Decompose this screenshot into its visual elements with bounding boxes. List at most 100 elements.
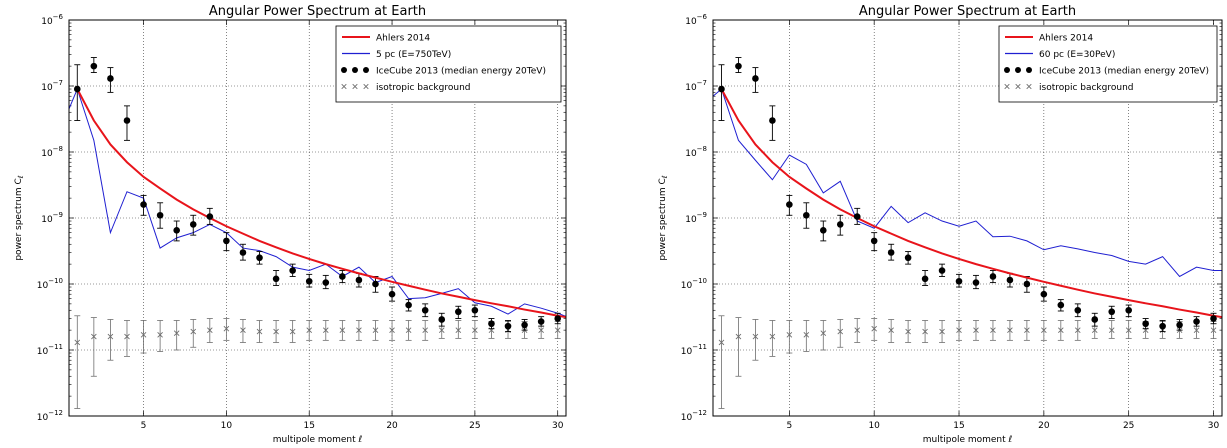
isotropic-point: [786, 331, 793, 338]
icecube-point: [537, 318, 545, 325]
icecube-point: [1023, 280, 1031, 288]
y-tick-exponent: −6: [697, 13, 708, 21]
y-tick-label: 10−11: [681, 343, 707, 357]
isotropic-point: [273, 328, 279, 335]
chart-panel-2: 5 10 15 20 25 3010−610−710−810−910−1010−1110−…: [658, 4, 1223, 445]
data-layer: [713, 57, 1222, 409]
icecube-point: [718, 85, 725, 93]
y-tick-exponent: −12: [692, 409, 707, 417]
y-tick-exponent: −9: [53, 211, 63, 219]
isotropic-point: [223, 325, 230, 332]
icecube-point: [853, 213, 861, 220]
icecube-point: [73, 85, 81, 93]
ticks: [713, 19, 1222, 417]
y-tick-base: 10: [41, 83, 53, 93]
isotropic-point: [1193, 327, 1200, 333]
isotropic-point: [1210, 327, 1217, 333]
isotropic-point: [339, 327, 346, 333]
isotropic-point: [854, 327, 861, 333]
isotropic-point: [1024, 327, 1030, 333]
y-tick-label: 10−12: [37, 409, 63, 423]
legend-label: IceCube 2013 (median energy 20TeV): [376, 67, 546, 77]
icecube-point: [322, 279, 330, 286]
y-tick-exponent: −7: [697, 79, 707, 87]
icecube-point: [1108, 308, 1116, 316]
icecube-point: [1040, 290, 1048, 298]
y-tick-label: 10−10: [681, 277, 707, 291]
isotropic-point: [206, 327, 213, 333]
y-axis-label-main: power spectrum C: [658, 178, 668, 260]
isotropic-point: [752, 333, 759, 340]
icecube-point: [223, 237, 230, 245]
icecube-point: [1193, 318, 1200, 325]
icecube-point: [455, 308, 462, 316]
y-tick-label: 10−12: [681, 409, 707, 423]
isotropic-point: [91, 333, 97, 340]
isotropic-point: [372, 327, 379, 333]
icecube-point: [972, 279, 980, 286]
icecube-point: [140, 201, 147, 208]
y-axis-label: power spectrum Cℓ: [14, 175, 25, 260]
isotropic-point: [438, 327, 445, 333]
icecube-point: [1006, 276, 1014, 284]
isotropic-point: [289, 328, 296, 335]
series-line-model: [69, 87, 566, 317]
icecube-point: [504, 322, 512, 330]
y-tick-exponent: −9: [697, 211, 707, 219]
icecube-point: [305, 277, 313, 285]
icecube-point: [372, 280, 379, 288]
isotropic-point: [1041, 327, 1047, 333]
icecube-point: [123, 117, 131, 124]
y-tick-label: 10−6: [41, 13, 63, 27]
isotropic-point: [356, 327, 362, 333]
isotropic-point: [422, 327, 429, 333]
y-tick-base: 10: [41, 215, 53, 225]
icecube-point: [1159, 322, 1166, 330]
x-axis-label: multipole moment ℓ: [923, 435, 1013, 445]
x-tick-label: 15: [953, 421, 964, 431]
icecube-point: [438, 316, 446, 323]
isotropic-point: [922, 328, 928, 335]
icecube-point: [272, 275, 280, 283]
isotropic-point: [888, 327, 894, 333]
isotropic-point: [190, 328, 197, 335]
icecube-point: [90, 62, 98, 70]
y-tick-label: 10−7: [41, 79, 63, 93]
icecube-point: [256, 254, 263, 262]
icecube-point: [803, 211, 810, 219]
x-tick-label: 15: [303, 421, 314, 431]
legend: Ahlers 2014 5 pc (E=750TeV) IceCube 2013 (…: [335, 25, 562, 103]
isotropic-point: [74, 339, 81, 346]
icecube-point: [156, 211, 164, 219]
isotropic-point: [769, 333, 776, 340]
y-axis-label-sub: ℓ: [17, 175, 25, 179]
y-tick-label: 10−8: [685, 145, 707, 159]
icecube-point: [955, 277, 963, 285]
x-tick-label: 5: [786, 421, 792, 431]
axes-frame: [68, 19, 567, 417]
legend-swatch-cross: [1026, 83, 1032, 90]
y-tick-base: 10: [681, 347, 693, 357]
y-tick-exponent: −11: [692, 343, 707, 351]
icecube-point: [1074, 306, 1082, 314]
y-tick-exponent: −6: [53, 13, 64, 21]
y-tick-label: 10−9: [41, 211, 63, 225]
x-tick-label: 5: [141, 421, 147, 431]
icecube-point: [388, 290, 396, 298]
isotropic-point: [939, 328, 945, 335]
y-axis-label-sub: ℓ: [661, 175, 669, 179]
isotropic-point: [735, 333, 742, 340]
y-tick-exponent: −10: [692, 277, 707, 285]
isotropic-point: [322, 327, 329, 333]
isotropic-point: [306, 327, 313, 333]
isotropic-point: [1091, 327, 1098, 333]
icecube-point: [289, 267, 296, 274]
isotropic-point: [803, 331, 810, 338]
legend-swatch-cross: [352, 83, 358, 90]
isotropic-point: [455, 327, 462, 333]
isotropic-point: [718, 339, 725, 346]
icecube-point: [989, 273, 997, 280]
x-tick-label: 10: [221, 421, 233, 431]
icecube-point: [189, 221, 197, 228]
